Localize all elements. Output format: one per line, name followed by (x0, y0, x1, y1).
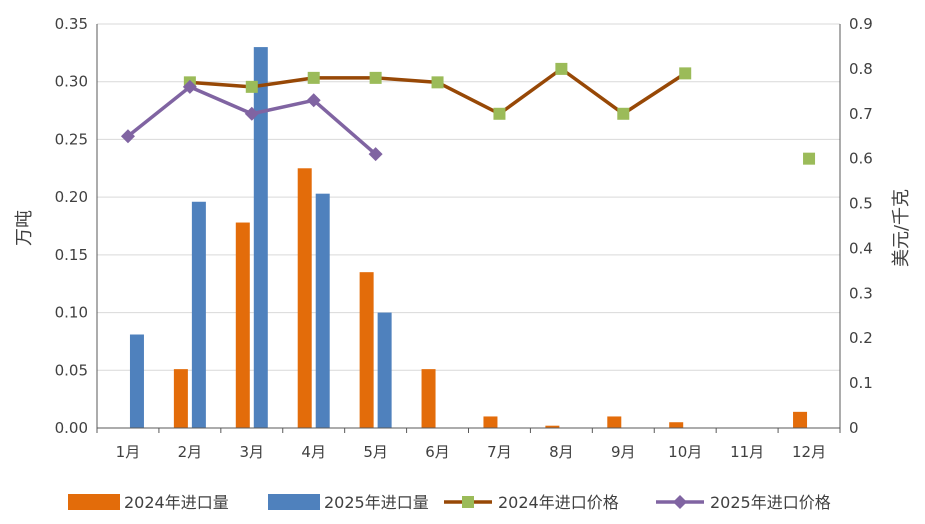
right-axis-title: 美元/千克 (891, 189, 912, 267)
x-tick-label: 12月 (792, 443, 826, 461)
bars (129, 47, 808, 429)
x-tick-label: 8月 (549, 443, 574, 461)
bar (607, 416, 622, 428)
gridlines (97, 23, 840, 371)
bar (359, 272, 374, 428)
bar (235, 222, 250, 428)
bar (129, 334, 144, 428)
bar (421, 369, 436, 428)
x-tick-label: 2月 (178, 443, 203, 461)
data-point (244, 106, 259, 121)
legend: 2024年进口量 2025年进口量 2024年进口价格 2025年进口价格 (68, 493, 831, 512)
x-tick-labels: 1月 2月 3月 4月 5月 6月 7月 8月 9月 10月 11月 12月 (116, 443, 826, 461)
x-tick-label: 7月 (487, 443, 512, 461)
right-tick-labels: 0 0.1 0.2 0.3 0.4 0.5 0.6 0.7 0.8 0.9 (849, 15, 873, 437)
left-tick-labels: 0.00 0.05 0.10 0.15 0.20 0.25 0.30 0.35 (55, 15, 88, 437)
data-point (369, 71, 382, 84)
bar (377, 312, 392, 428)
data-point (368, 147, 383, 162)
legend-marker (673, 495, 687, 509)
left-tick-label: 0.10 (55, 304, 88, 322)
x-tick-label: 3月 (240, 443, 265, 461)
lines (120, 62, 816, 165)
x-tick-label: 1月 (116, 443, 141, 461)
right-tick-label: 0.2 (849, 329, 873, 347)
left-tick-label: 0.15 (55, 246, 88, 264)
x-tick-label: 5月 (363, 443, 388, 461)
left-tick-label: 0.00 (55, 419, 88, 437)
x-tick-label: 6月 (425, 443, 450, 461)
data-point (555, 62, 568, 75)
left-axis-title: 万吨 (14, 210, 35, 246)
bar (191, 201, 206, 428)
legend-label: 2024年进口量 (124, 493, 229, 512)
bar (793, 411, 808, 428)
data-point (245, 80, 258, 93)
data-point (617, 107, 630, 120)
legend-marker (462, 496, 474, 508)
bar (669, 422, 684, 428)
data-point (182, 79, 197, 94)
left-tick-label: 0.05 (55, 361, 88, 379)
legend-swatch (68, 494, 120, 510)
data-point (679, 67, 692, 80)
legend-label: 2024年进口价格 (498, 493, 619, 512)
right-tick-label: 0.4 (849, 239, 873, 257)
right-tick-label: 0 (849, 419, 859, 437)
legend-label: 2025年进口量 (324, 493, 429, 512)
data-point (493, 107, 506, 120)
bar (173, 369, 188, 428)
left-tick-label: 0.25 (55, 130, 88, 148)
left-tick-label: 0.35 (55, 15, 88, 33)
right-tick-label: 0.8 (849, 60, 873, 78)
data-point (307, 71, 320, 84)
bar (483, 416, 498, 428)
bar (297, 168, 312, 429)
right-tick-label: 0.7 (849, 105, 873, 123)
axes (96, 24, 841, 433)
left-tick-label: 0.20 (55, 188, 88, 206)
data-point (306, 93, 321, 108)
right-tick-label: 0.9 (849, 15, 873, 33)
right-tick-label: 0.1 (849, 374, 873, 392)
x-tick-label: 10月 (668, 443, 702, 461)
data-point (120, 129, 135, 144)
right-tick-label: 0.3 (849, 284, 873, 302)
bar (315, 193, 330, 428)
legend-label: 2025年进口价格 (710, 493, 831, 512)
bar (253, 47, 268, 428)
bar (545, 425, 560, 428)
data-point (431, 76, 444, 89)
legend-swatch (268, 494, 320, 510)
right-tick-label: 0.5 (849, 195, 873, 213)
x-tick-label: 11月 (730, 443, 764, 461)
x-tick-label: 9月 (611, 443, 636, 461)
right-tick-label: 0.6 (849, 150, 873, 168)
left-tick-label: 0.30 (55, 73, 88, 91)
x-tick-label: 4月 (301, 443, 326, 461)
data-point (803, 152, 816, 165)
